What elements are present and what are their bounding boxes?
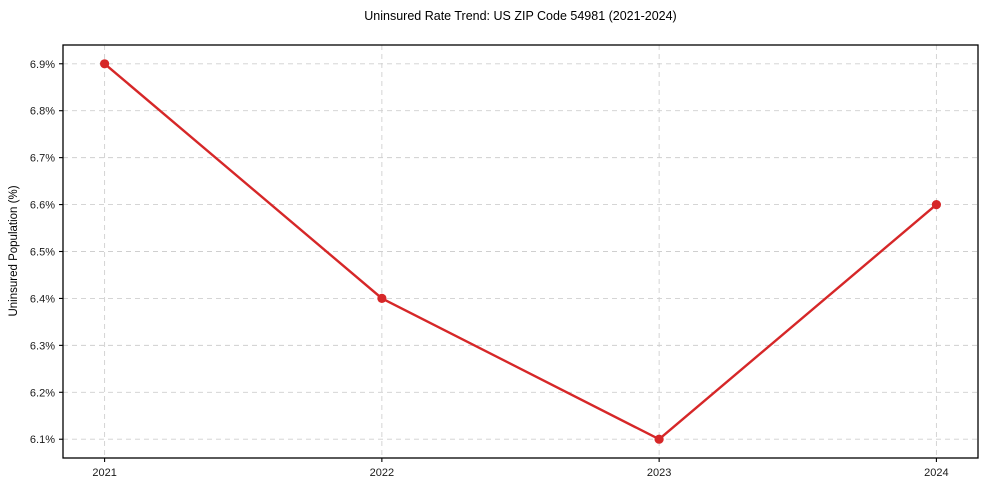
y-tick-label: 6.4% xyxy=(30,293,55,305)
y-tick-label: 6.8% xyxy=(30,106,55,118)
y-tick-label: 6.2% xyxy=(30,387,55,399)
y-tick-label: 6.9% xyxy=(30,59,55,71)
y-tick-label: 6.6% xyxy=(30,200,55,212)
x-tick-label: 2022 xyxy=(370,467,394,479)
data-point-marker xyxy=(654,434,664,444)
y-tick-label: 6.3% xyxy=(30,340,55,352)
x-tick-label: 2024 xyxy=(924,467,948,479)
data-point-marker xyxy=(931,200,942,210)
data-point-marker xyxy=(377,293,387,303)
chart-title: Uninsured Rate Trend: US ZIP Code 54981 … xyxy=(364,9,677,23)
x-tick-label: 2023 xyxy=(647,467,671,479)
data-point-marker xyxy=(100,59,110,69)
x-tick-label: 2021 xyxy=(92,467,116,479)
y-tick-label: 6.1% xyxy=(30,434,55,446)
y-tick-label: 6.7% xyxy=(30,153,55,165)
trend-line xyxy=(103,62,938,441)
y-tick-label: 6.5% xyxy=(30,247,55,259)
